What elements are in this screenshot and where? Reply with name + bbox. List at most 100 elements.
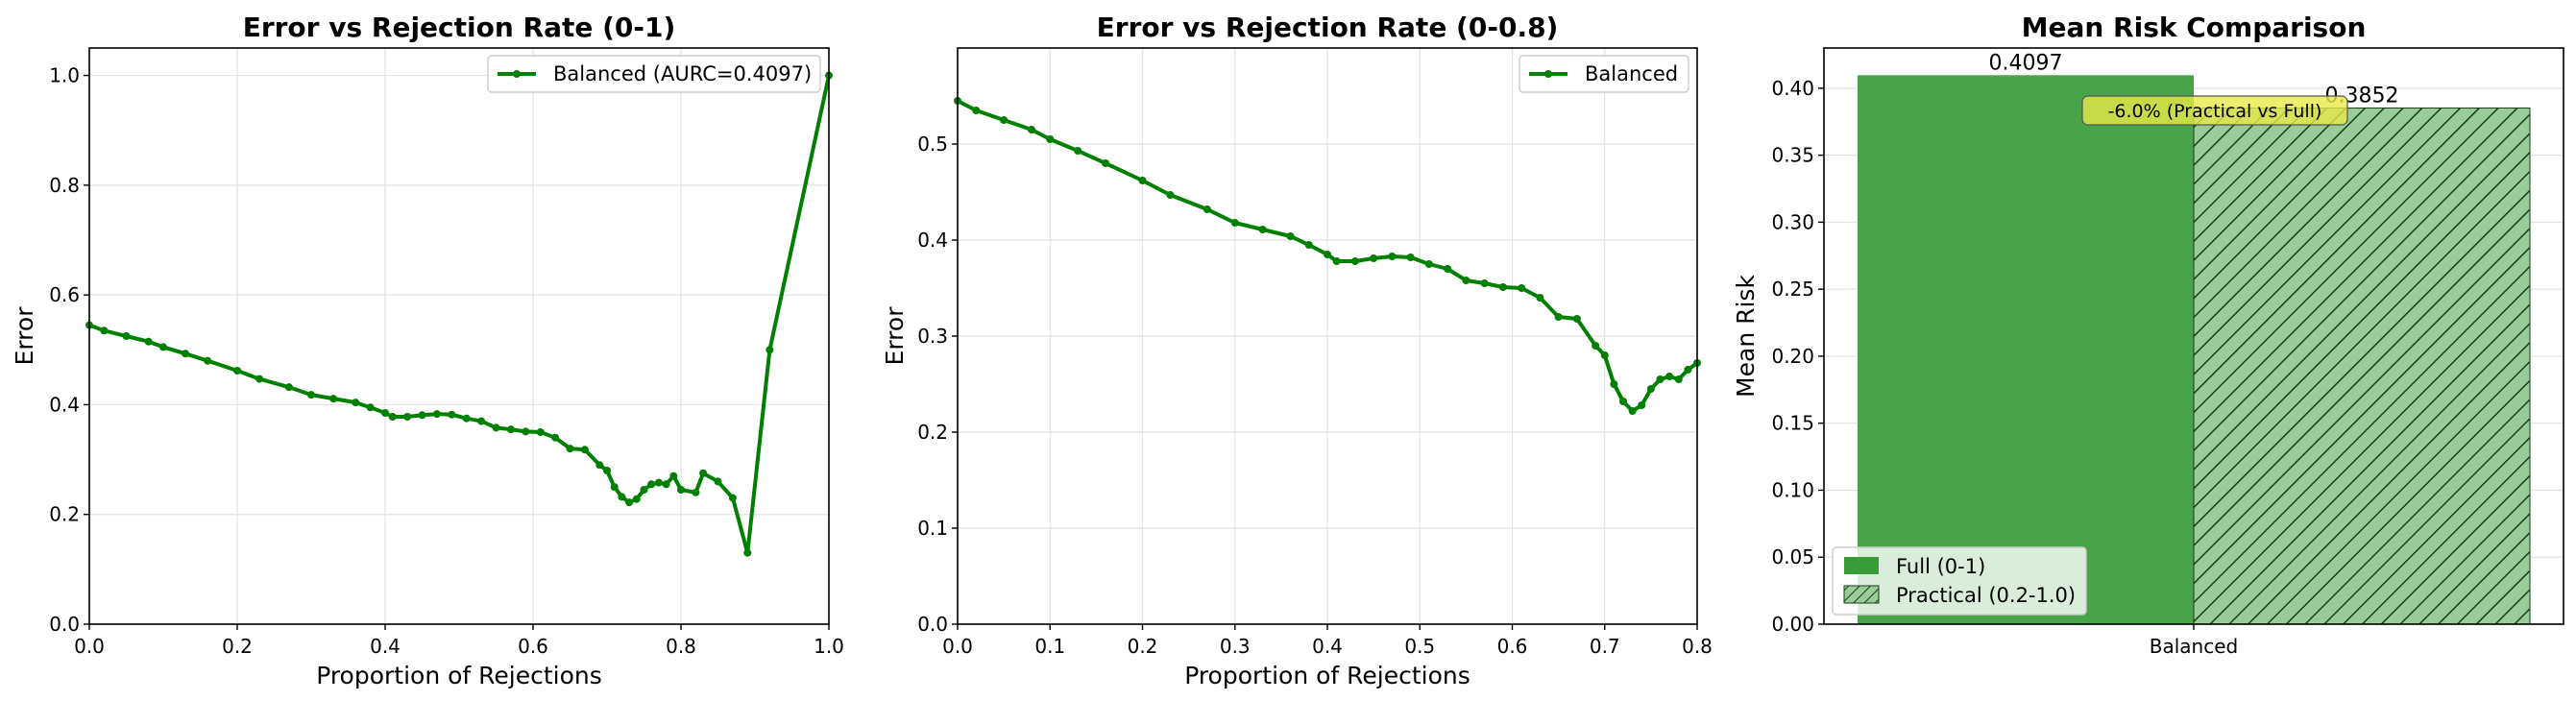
bar-practical bbox=[2193, 108, 2531, 625]
data-point bbox=[1230, 219, 1239, 227]
legend: Balanced (AURC=0.4097) bbox=[487, 55, 821, 93]
y-axis-label: Mean Risk bbox=[1732, 275, 1760, 398]
grid bbox=[88, 48, 830, 625]
legend-box bbox=[1519, 55, 1689, 93]
y-tick-label: 0.0 bbox=[917, 613, 948, 636]
data-point bbox=[1074, 147, 1082, 155]
data-point bbox=[1638, 401, 1646, 409]
bar-value-label: 0.4097 bbox=[1989, 51, 2063, 75]
y-tick-label: 0.4 bbox=[917, 229, 948, 252]
y-tick-label: 0.8 bbox=[49, 174, 80, 197]
data-point bbox=[1554, 313, 1563, 321]
data-point bbox=[699, 469, 708, 477]
data-point bbox=[1258, 226, 1267, 233]
legend-label-practical: Practical (0.2-1.0) bbox=[1896, 584, 2076, 607]
data-point bbox=[551, 433, 560, 442]
x-tick-label: 0.2 bbox=[222, 635, 253, 658]
data-point bbox=[1572, 315, 1581, 323]
y-tick-label: 0.35 bbox=[1771, 144, 1814, 167]
data-point bbox=[640, 486, 648, 494]
data-point bbox=[1203, 205, 1211, 213]
x-tick-label: 0.7 bbox=[1590, 635, 1620, 658]
data-point bbox=[972, 107, 981, 114]
data-point bbox=[1444, 265, 1452, 273]
data-point bbox=[1304, 241, 1313, 249]
x-tick-label: Balanced bbox=[2150, 635, 2238, 658]
legend-label-balanced: Balanced bbox=[1585, 62, 1678, 85]
x-tick-label: 0.4 bbox=[1312, 635, 1343, 658]
x-tick-label: 0.1 bbox=[1034, 635, 1065, 658]
legend: Balanced bbox=[1519, 55, 1689, 93]
data-point bbox=[743, 548, 752, 557]
data-point bbox=[1480, 279, 1489, 287]
x-tick-label: 0.3 bbox=[1220, 635, 1251, 658]
data-point bbox=[1000, 116, 1009, 124]
data-point bbox=[692, 488, 700, 496]
data-point bbox=[1665, 373, 1674, 380]
chart-title: Error vs Rejection Rate (0-0.8) bbox=[1097, 12, 1559, 43]
series-marks bbox=[85, 71, 833, 557]
data-point bbox=[1028, 126, 1035, 133]
legend-box bbox=[487, 55, 821, 93]
data-point bbox=[418, 411, 426, 420]
data-point bbox=[1350, 257, 1359, 265]
data-point bbox=[662, 480, 670, 489]
data-point bbox=[566, 445, 574, 453]
y-tick-label: 0.15 bbox=[1771, 412, 1814, 435]
data-point bbox=[159, 343, 167, 351]
data-point bbox=[182, 350, 190, 358]
data-point bbox=[1370, 254, 1378, 262]
y-tick-label: 0.20 bbox=[1771, 345, 1814, 368]
data-point bbox=[492, 423, 500, 432]
data-point bbox=[432, 410, 441, 419]
data-point bbox=[1674, 375, 1683, 383]
legend-swatch-marker bbox=[1544, 70, 1552, 78]
x-tick-label: 0.6 bbox=[518, 635, 548, 658]
x-tick-label: 0.8 bbox=[666, 635, 696, 658]
x-axis-label: Proportion of Rejections bbox=[1184, 662, 1470, 689]
data-point bbox=[647, 480, 656, 489]
data-point bbox=[1600, 351, 1609, 359]
legend-swatch-full bbox=[1844, 557, 1879, 574]
y-tick-label: 1.0 bbox=[49, 64, 80, 87]
bar-full bbox=[1858, 75, 2194, 625]
data-point bbox=[1628, 407, 1637, 415]
x-tick-label: 0.5 bbox=[1404, 635, 1435, 658]
annotation-box bbox=[2081, 95, 2348, 126]
legend-label-balanced: Balanced (AURC=0.4097) bbox=[553, 62, 812, 85]
data-point bbox=[1102, 159, 1109, 167]
data-point bbox=[632, 495, 641, 503]
data-point bbox=[522, 427, 530, 436]
y-tick-label: 0.05 bbox=[1771, 545, 1814, 568]
data-point bbox=[1619, 398, 1627, 405]
legend-label-full: Full (0-1) bbox=[1896, 555, 1985, 578]
data-point bbox=[669, 471, 678, 480]
data-point bbox=[233, 367, 241, 375]
data-point bbox=[284, 383, 293, 392]
y-tick-label: 0.4 bbox=[49, 393, 80, 416]
y-tick-label: 0.25 bbox=[1771, 278, 1814, 301]
y-axis-label: Error bbox=[11, 306, 38, 366]
data-point bbox=[1424, 260, 1433, 268]
chart-title: Mean Risk Comparison bbox=[2022, 12, 2367, 43]
line-chart-full-range: 0.0 0.2 0.4 0.6 0.8 1.0 0.0 0.2 0.4 0.6 0.8 1.0 Err… bbox=[11, 12, 844, 689]
data-point bbox=[255, 375, 264, 383]
data-point bbox=[677, 486, 685, 494]
data-point bbox=[766, 346, 774, 354]
y-tick-label: 0.2 bbox=[49, 503, 80, 526]
data-point bbox=[307, 391, 315, 399]
data-point bbox=[448, 410, 456, 419]
x-axis-label: Proportion of Rejections bbox=[316, 662, 602, 689]
data-point bbox=[618, 493, 626, 501]
data-point bbox=[728, 494, 737, 502]
tick-labels: 0.0 0.2 0.4 0.6 0.8 1.0 0.0 0.2 0.4 0.6 0.8 1.0 bbox=[49, 64, 844, 658]
data-point bbox=[580, 446, 589, 454]
x-tick-label: 0.0 bbox=[942, 635, 973, 658]
data-point bbox=[144, 337, 153, 346]
chart-title: Error vs Rejection Rate (0-1) bbox=[243, 12, 676, 43]
data-point bbox=[1646, 385, 1655, 393]
data-point bbox=[1498, 283, 1507, 291]
y-tick-label: 0.5 bbox=[917, 133, 948, 156]
data-point bbox=[506, 425, 515, 434]
